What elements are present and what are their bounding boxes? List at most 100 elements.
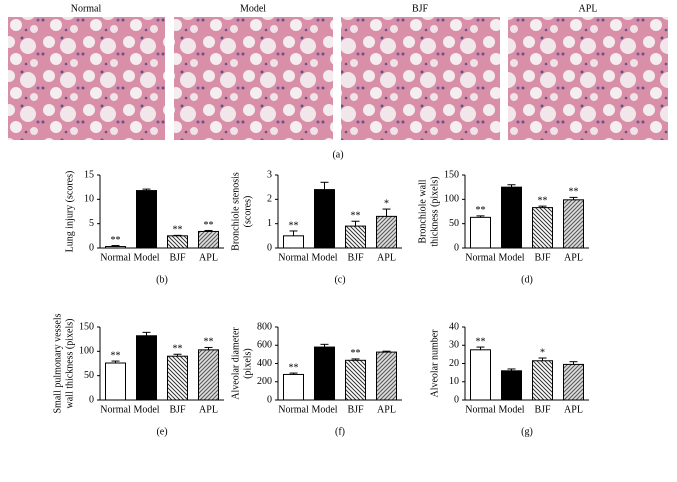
y-tick-label: 10 [449,376,459,387]
bar [345,225,366,249]
x-tick-label: Model [498,252,524,263]
y-axis-label: (pixels) [242,348,253,379]
significance-label: ** [351,211,361,222]
error-bar [142,331,151,336]
x-tick-label: APL [377,404,396,415]
bar [283,373,304,401]
y-tick-label: 20 [449,358,459,369]
y-tick-label: 30 [449,340,459,351]
x-tick-label: Normal [465,252,496,263]
significance-label: ** [204,337,214,348]
bar [283,235,304,249]
x-tick-label: APL [377,252,396,263]
error-bar [569,361,578,365]
bar-chart: 0 1 2 3 Bronchiole stenosis (scores) Normal ** M… [230,169,402,285]
y-axis-label: Lung injury (scores) [64,171,75,253]
bar-chart: 0 50 100 150 Small pulmonary vessels wall thi… [52,313,224,437]
x-tick-label: BJF [347,404,364,415]
y-tick-label: 150 [79,321,94,332]
bar [376,215,397,249]
error-bar [289,230,298,236]
x-tick-label: Normal [465,404,496,415]
bar [314,346,335,401]
error-bar [320,181,329,190]
y-tick-label: 100 [79,346,94,357]
y-tick-label: 15 [84,169,94,180]
x-tick-label: BJF [169,404,186,415]
error-bar [538,357,547,361]
panel-caption: (f) [335,426,345,437]
x-tick-label: Model [133,252,159,263]
panel-label: APL [579,3,598,14]
y-tick-label: 100 [444,194,459,205]
bar-chart: 0 10 20 30 40 Alveolar number Normal ** Model BJF… [429,321,589,437]
error-bar [507,184,516,188]
x-tick-label: APL [199,252,218,263]
panel-caption: (b) [156,274,168,285]
error-bar [320,343,329,348]
error-bar [382,208,391,217]
error-bar [351,220,360,227]
y-tick-label: 10 [84,194,94,205]
panel-caption: (c) [334,274,345,285]
y-axis-label: Bronchiole stenosis [230,172,241,251]
error-bar [204,346,213,350]
error-bar [507,368,516,371]
bar [105,246,126,249]
histology-image [174,17,333,140]
x-tick-label: BJF [169,252,186,263]
y-tick-label: 600 [257,340,272,351]
panel-label: Normal [71,3,102,14]
y-tick-label: 0 [89,242,94,253]
bar [198,349,219,401]
x-tick-label: Model [311,252,337,263]
error-bar [476,346,485,350]
x-tick-label: BJF [534,252,551,263]
y-tick-label: 0 [454,394,459,405]
y-tick-label: 50 [449,218,459,229]
bar [167,235,188,249]
x-tick-label: BJF [347,252,364,263]
significance-label: ** [476,336,486,347]
y-tick-label: 150 [444,169,459,180]
y-tick-label: 50 [84,370,94,381]
panel-caption: (d) [521,274,533,285]
x-tick-label: APL [199,404,218,415]
panel-caption: (a) [332,149,343,160]
significance-label: ** [173,344,183,355]
histology-image [341,17,500,140]
bar [198,230,219,249]
y-tick-label: 200 [257,376,272,387]
bar [501,186,522,249]
bar [136,335,157,401]
error-bar [351,358,360,361]
y-tick-label: 2 [267,194,272,205]
bar [136,190,157,249]
y-axis-label: wall thickness (pixels) [64,319,75,409]
error-bar [569,196,578,200]
bar [470,216,491,249]
x-tick-label: Normal [278,252,309,263]
significance-label: * [384,198,389,209]
y-axis-label: Alveolar number [429,329,440,398]
panel-caption: (e) [156,426,167,437]
significance-label: ** [538,195,548,206]
bar-chart: 0 5 10 15 Lung injury (scores) Normal ** Model B… [64,169,224,285]
y-axis-label: Small pulmonary vessels [52,313,63,413]
significance-label: ** [289,362,299,373]
x-tick-label: Normal [278,404,309,415]
bar [376,351,397,401]
bar-chart: 0 200 400 600 800 Alveolar diameter (pixels) No… [230,321,402,437]
histology-panels: Normal Model BJF APL (a) [8,3,668,160]
x-tick-label: Normal [100,404,131,415]
bar [167,355,188,401]
bar [345,359,366,401]
panel-label: BJF [412,3,429,14]
y-tick-label: 0 [267,242,272,253]
y-tick-label: 1 [267,218,272,229]
significance-label: ** [476,205,486,216]
x-tick-label: Model [311,404,337,415]
histology-image [8,17,165,140]
significance-label: ** [111,235,121,246]
